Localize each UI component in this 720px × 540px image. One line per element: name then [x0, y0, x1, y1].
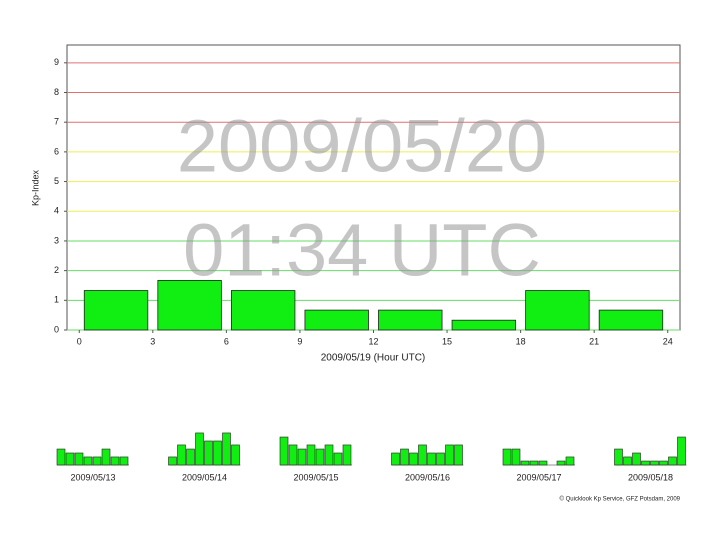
y-tick-label: 0	[54, 324, 59, 334]
mini-bar	[92, 456, 102, 466]
mini-bar	[677, 436, 686, 466]
mini-bar	[409, 452, 418, 466]
mini-bar	[614, 448, 623, 466]
bar	[304, 309, 369, 331]
mini-bar	[177, 444, 186, 466]
mini-bar	[195, 432, 204, 466]
mini-bar	[297, 448, 307, 466]
mini-bar	[454, 444, 463, 466]
x-tick-label: 6	[224, 336, 229, 346]
mini-bar	[659, 460, 668, 466]
mini-bar	[436, 452, 445, 466]
mini-bar	[418, 444, 427, 466]
mini-date: 2009/05/16	[405, 472, 450, 482]
mini-bar	[231, 444, 240, 466]
mini-bar	[74, 452, 84, 466]
mini-date: 2009/05/15	[293, 472, 338, 482]
mini-bar	[213, 440, 222, 466]
mini-bar	[315, 448, 325, 466]
mini-bar	[529, 460, 539, 466]
watermark: 2009/05/20	[177, 105, 547, 188]
mini-bar	[520, 460, 530, 466]
mini-bar	[556, 460, 566, 466]
y-tick-label: 6	[54, 146, 59, 156]
mini-bar	[538, 460, 548, 466]
mini-bar	[65, 452, 75, 466]
x-tick-label: 12	[368, 336, 378, 346]
mini-bar	[83, 456, 93, 466]
x-tick-label: 21	[589, 336, 599, 346]
mini-bar	[288, 444, 298, 466]
mini-bar	[110, 456, 120, 466]
mini-date: 2009/05/17	[516, 472, 561, 482]
mini-bar	[391, 452, 400, 466]
y-tick-label: 2	[54, 265, 59, 275]
mini-bar	[623, 456, 632, 466]
mini-bar	[342, 444, 352, 466]
mini-date: 2009/05/13	[70, 472, 115, 482]
mini-bar	[511, 448, 521, 466]
y-axis-label: Kp-Index	[30, 169, 40, 206]
bar	[451, 319, 517, 331]
mini-bar	[168, 456, 177, 466]
bar	[525, 290, 590, 331]
bar	[83, 290, 149, 331]
mini-bar	[324, 444, 334, 466]
mini-bar	[119, 456, 129, 466]
y-tick-label: 8	[54, 87, 59, 97]
x-axis-label: 2009/05/19 (Hour UTC)	[321, 353, 426, 364]
watermark: 01:34 UTC	[183, 209, 541, 292]
mini-bar	[101, 448, 111, 466]
x-tick-label: 15	[442, 336, 452, 346]
mini-date: 2009/05/18	[628, 472, 673, 482]
mini-bar	[279, 436, 289, 466]
mini-bar	[632, 452, 641, 466]
mini-bar	[668, 456, 677, 466]
y-tick-label: 1	[54, 295, 59, 305]
mini-bar	[222, 432, 231, 466]
mini-bar	[400, 448, 409, 466]
mini-bar	[306, 444, 316, 466]
y-tick-label: 9	[54, 57, 59, 67]
x-tick-label: 18	[516, 336, 526, 346]
mini-bar	[650, 460, 659, 466]
y-tick-label: 5	[54, 176, 59, 186]
mini-bar	[204, 440, 213, 466]
bar	[157, 280, 222, 331]
x-tick-label: 24	[663, 336, 673, 346]
mini-bar	[427, 452, 436, 466]
bar	[598, 309, 664, 331]
mini-date: 2009/05/14	[182, 472, 227, 482]
mini-bar	[56, 448, 66, 466]
x-tick-label: 3	[150, 336, 155, 346]
bar	[230, 290, 296, 331]
y-tick-label: 3	[54, 235, 59, 245]
mini-bar	[333, 452, 343, 466]
mini-bar	[502, 448, 512, 466]
credit: © Quicklook Kp Service, GFZ Potsdam, 200…	[560, 496, 681, 503]
mini-bar	[565, 456, 575, 466]
x-tick-label: 0	[77, 336, 82, 346]
bar	[378, 309, 443, 331]
y-tick-label: 4	[54, 206, 59, 216]
mini-bar	[641, 460, 650, 466]
x-tick-label: 9	[297, 336, 302, 346]
mini-bar	[445, 444, 454, 466]
y-tick-label: 7	[54, 117, 59, 127]
mini-bar	[186, 448, 195, 466]
